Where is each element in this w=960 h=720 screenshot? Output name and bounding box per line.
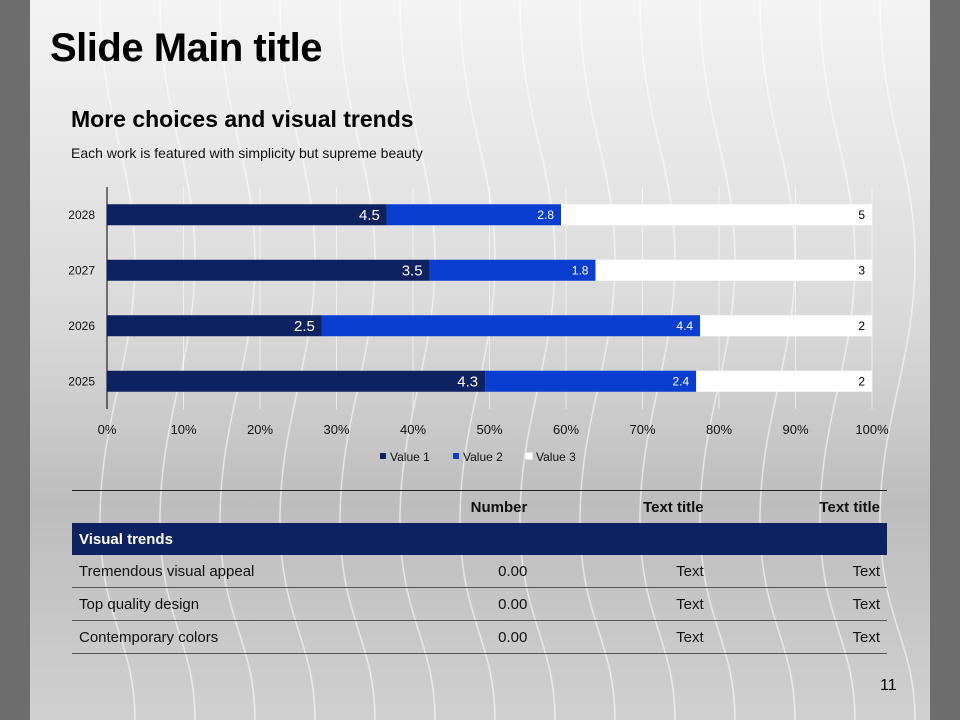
slide: Slide Main title More choices and visual…: [30, 0, 930, 720]
table-row: Contemporary colors 0.00 Text Text: [72, 620, 887, 654]
y-tick-label: 2026: [68, 319, 95, 333]
y-tick-label: 2027: [68, 263, 95, 277]
bar-segment: [386, 204, 562, 226]
bar-segment: [107, 315, 322, 337]
y-tick-label: 2028: [68, 208, 95, 222]
bar-segment: [485, 370, 697, 392]
bar-segment: [561, 204, 872, 226]
row-text-1: Text: [534, 555, 711, 588]
row-number: 0.00: [460, 555, 535, 588]
data-label: 3.5: [402, 262, 423, 279]
x-tick-label: 90%: [782, 422, 808, 437]
data-label: 2.5: [294, 318, 315, 335]
legend-label: Value 3: [536, 450, 576, 464]
bar-segment: [696, 370, 872, 392]
x-tick-label: 50%: [476, 422, 502, 437]
data-label: 2.8: [537, 208, 554, 222]
data-label: 1.8: [572, 263, 589, 277]
row-label: Tremendous visual appeal: [72, 555, 461, 588]
bar-segment: [321, 315, 701, 337]
bar-segment: [107, 370, 486, 392]
header-number: Number: [460, 490, 535, 523]
x-tick-label: 30%: [323, 422, 349, 437]
header-text-title-1: Text title: [534, 490, 711, 523]
table-row: Top quality design 0.00 Text Text: [72, 587, 887, 621]
x-tick-label: 80%: [706, 422, 732, 437]
chart-description: Each work is featured with simplicity bu…: [71, 145, 423, 161]
data-table: Number Text title Text title Visual tren…: [72, 490, 887, 654]
bar-segment: [595, 259, 872, 281]
x-tick-label: 40%: [400, 422, 426, 437]
bar-segment: [107, 259, 430, 281]
data-label: 2.4: [672, 374, 689, 388]
data-label: 5: [858, 208, 865, 222]
x-tick-label: 70%: [629, 422, 655, 437]
y-tick-label: 2025: [68, 374, 95, 388]
table-row: Tremendous visual appeal 0.00 Text Text: [72, 555, 887, 588]
data-label: 2: [858, 319, 865, 333]
row-label: Contemporary colors: [72, 620, 461, 654]
page-number: 11: [880, 677, 897, 694]
slide-title: Slide Main title: [50, 26, 323, 70]
row-text-2: Text: [710, 587, 887, 621]
group-label: Visual trends: [72, 523, 887, 555]
x-tick-label: 100%: [855, 422, 889, 437]
stacked-bar-chart: 0% 10% 20% 30% 40% 50% 60% 70% 80% 90% 100% 2025 4.3…: [68, 187, 889, 464]
legend-swatch: [380, 453, 386, 459]
legend-swatch: [525, 452, 533, 460]
table-group-row: Visual trends: [72, 523, 887, 555]
x-tick-label: 0%: [98, 422, 117, 437]
row-text-2: Text: [710, 620, 887, 654]
x-tick-label: 20%: [247, 422, 273, 437]
row-text-1: Text: [534, 587, 711, 621]
legend-swatch: [453, 453, 459, 459]
bar-segment: [107, 204, 387, 226]
header-blank: [72, 490, 461, 523]
data-label: 4.3: [457, 373, 478, 390]
table-header-row: Number Text title Text title: [72, 490, 887, 523]
data-label: 4.4: [676, 319, 693, 333]
row-text-2: Text: [710, 555, 887, 588]
legend-label: Value 1: [390, 450, 430, 464]
data-label: 2: [858, 374, 865, 388]
data-label: 3: [858, 263, 865, 277]
bar-segment: [700, 315, 872, 337]
row-number: 0.00: [460, 587, 535, 621]
legend-label: Value 2: [463, 450, 503, 464]
x-tick-label: 60%: [553, 422, 579, 437]
data-label: 4.5: [359, 207, 380, 224]
row-label: Top quality design: [72, 587, 461, 621]
bar-segment: [429, 259, 596, 281]
row-number: 0.00: [460, 620, 535, 654]
row-text-1: Text: [534, 620, 711, 654]
x-tick-label: 10%: [170, 422, 196, 437]
header-text-title-2: Text title: [710, 490, 887, 523]
background-line: [879, 0, 916, 720]
chart-subtitle: More choices and visual trends: [71, 106, 414, 132]
